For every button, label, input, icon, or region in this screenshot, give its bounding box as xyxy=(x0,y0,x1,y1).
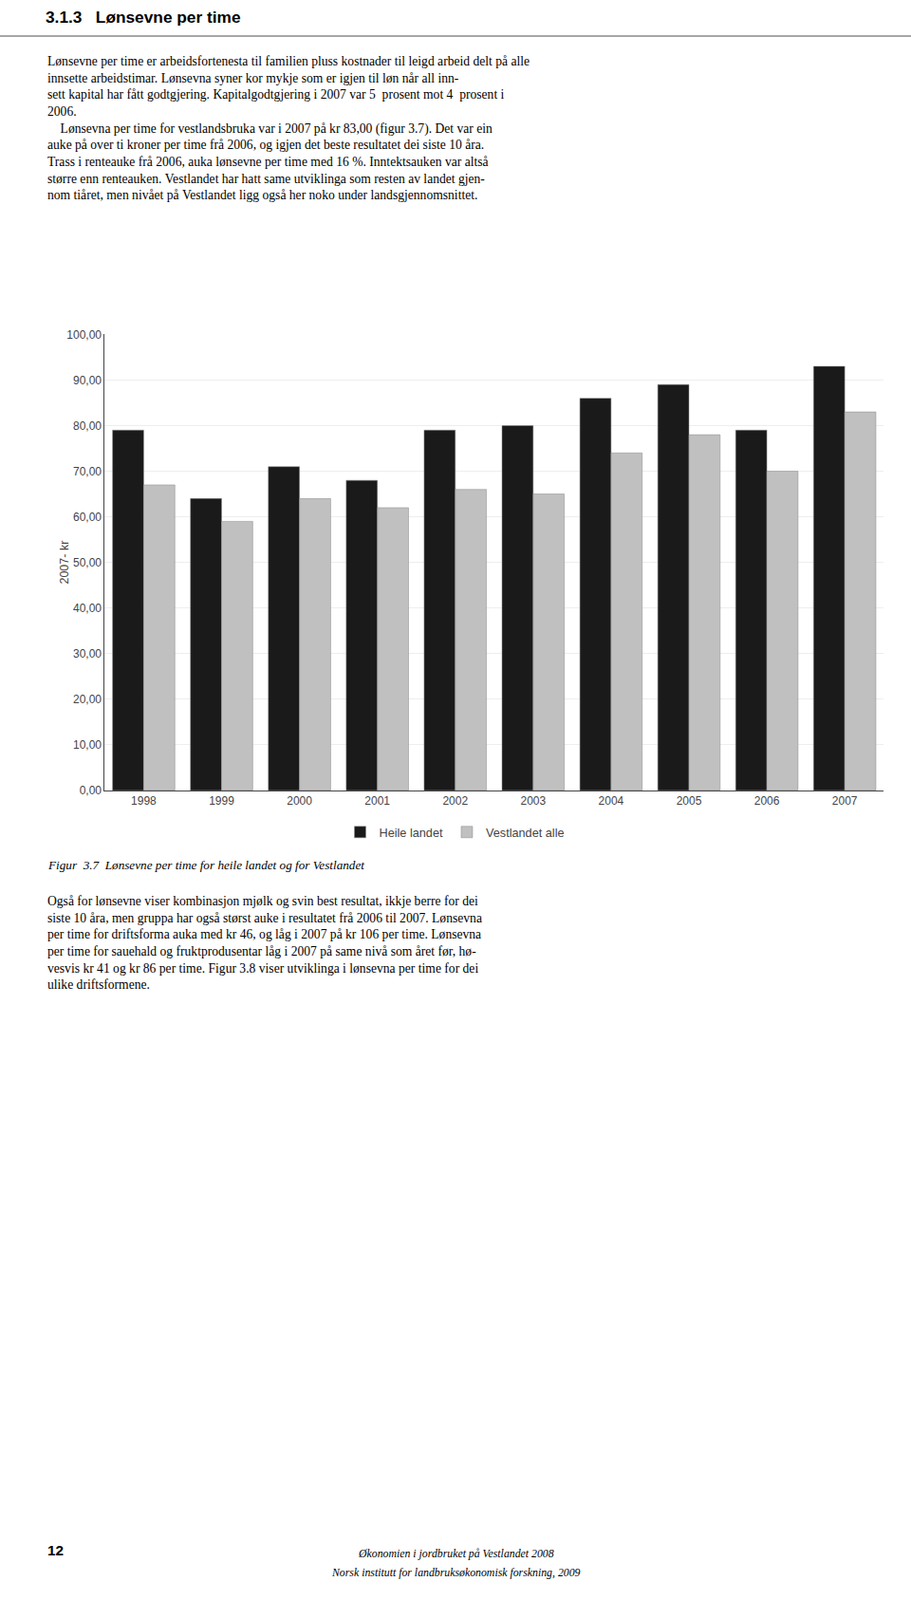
svg-text:2003: 2003 xyxy=(520,794,546,808)
svg-text:30,00: 30,00 xyxy=(73,647,102,661)
svg-text:1998: 1998 xyxy=(130,794,157,808)
svg-text:Vestlandet alle: Vestlandet alle xyxy=(485,826,565,840)
svg-text:20,00: 20,00 xyxy=(73,692,102,707)
svg-text:Norsk institutt for landbruksø: Norsk institutt for landbruksøkonomisk f… xyxy=(331,1565,581,1580)
svg-text:2005: 2005 xyxy=(676,794,703,808)
svg-text:100,00: 100,00 xyxy=(66,328,102,342)
svg-text:Heile landet: Heile landet xyxy=(379,826,444,840)
svg-text:Lønsevne per time er arbeidsfo: Lønsevne per time er arbeidsfortenesta t… xyxy=(47,54,530,203)
svg-text:2000: 2000 xyxy=(286,794,313,808)
svg-text:70,00: 70,00 xyxy=(73,464,102,479)
svg-text:Figur 3.7 Lønsevne per time: Figur 3.7 Lønsevne per time for heile la… xyxy=(47,857,365,873)
svg-text:2006: 2006 xyxy=(754,794,781,808)
svg-text:Økonomien i jordbruket på Vest: Økonomien i jordbruket på Vestlandet 200… xyxy=(357,1546,555,1561)
svg-text:60,00: 60,00 xyxy=(73,510,102,524)
svg-text:2004: 2004 xyxy=(598,794,625,808)
svg-text:0,00: 0,00 xyxy=(79,783,103,798)
svg-text:3.1.3 Lønsevne per time: 3.1.3 Lønsevne per time xyxy=(45,7,242,27)
svg-text:2002: 2002 xyxy=(442,794,468,808)
svg-text:80,00: 80,00 xyxy=(73,419,102,433)
svg-text:12: 12 xyxy=(47,1542,64,1559)
svg-text:Også for lønsevne viser kombin: Også for lønsevne viser kombinasjon mjøl… xyxy=(47,893,483,992)
svg-text:10,00: 10,00 xyxy=(73,738,102,752)
svg-text:90,00: 90,00 xyxy=(73,373,102,388)
svg-text:40,00: 40,00 xyxy=(73,601,102,615)
svg-text:50,00: 50,00 xyxy=(73,556,102,570)
svg-text:2007: 2007 xyxy=(832,794,858,808)
svg-text:2001: 2001 xyxy=(364,794,391,808)
svg-text:1999: 1999 xyxy=(208,794,235,808)
svg-text:2007- kr: 2007- kr xyxy=(57,540,72,585)
